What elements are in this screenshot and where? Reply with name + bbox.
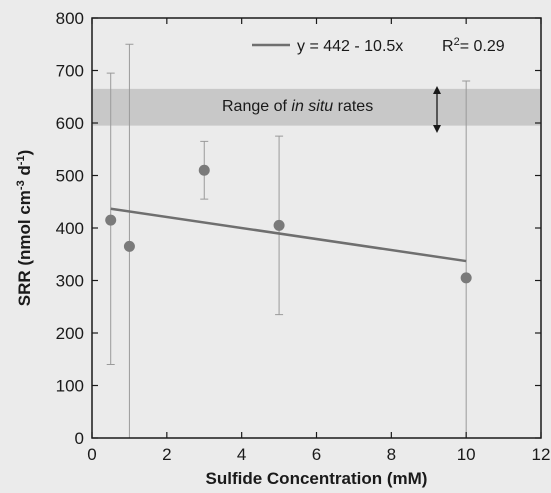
y-axis-title-sup: -1	[15, 155, 27, 165]
data-point	[105, 214, 117, 226]
y-axis-title-part: SRR (nmol cm	[15, 190, 34, 306]
x-tick-label: 10	[457, 445, 476, 464]
y-axis-title-sup: -3	[15, 180, 27, 190]
x-axis-title: Sulfide Concentration (mM)	[206, 469, 428, 488]
y-tick-label: 0	[75, 429, 84, 448]
y-tick-label: 200	[56, 324, 84, 343]
data-point	[273, 219, 285, 231]
y-tick-label: 300	[56, 272, 84, 291]
band-label-part: rates	[333, 98, 373, 115]
x-tick-label: 0	[87, 445, 96, 464]
x-tick-label: 6	[312, 445, 321, 464]
x-tick-label: 12	[532, 445, 551, 464]
x-tick-label: 4	[237, 445, 246, 464]
band-label-part: Range of	[222, 98, 291, 115]
annotations-group	[433, 86, 441, 133]
shaded-band-group	[93, 88, 540, 126]
ticks-group: 0 2 4 6 8 10 12 0 100 200 300 400 500 600 700 800	[56, 9, 551, 464]
y-tick-label: 800	[56, 9, 84, 28]
legend-r-squared: R2= 0.29	[442, 36, 505, 55]
y-axis-title: SRR (nmol cm-3 d-1)	[15, 150, 34, 307]
y-tick-label: 700	[56, 62, 84, 81]
y-tick-label: 100	[56, 377, 84, 396]
y-tick-label: 600	[56, 114, 84, 133]
shaded-band	[93, 88, 540, 126]
band-label: Range of in situ rates	[222, 98, 373, 115]
data-point	[123, 240, 135, 252]
data-point	[198, 164, 210, 176]
band-label-italic: in situ	[291, 98, 333, 115]
y-axis-title-part: )	[15, 150, 34, 156]
x-tick-label: 8	[387, 445, 396, 464]
y-tick-label: 500	[56, 167, 84, 186]
data-point	[460, 272, 472, 284]
legend-equation: y = 442 - 10.5x	[297, 38, 403, 55]
range-arrow-head-up	[433, 86, 441, 94]
legend-r-value: = 0.29	[460, 38, 505, 55]
x-tick-label: 2	[162, 445, 171, 464]
y-tick-label: 400	[56, 219, 84, 238]
data-points-group	[105, 164, 472, 284]
range-arrow-head-down	[433, 125, 441, 133]
y-axis-title-part: d	[15, 165, 34, 180]
fit-line-group	[110, 207, 467, 263]
fit-line	[110, 207, 467, 263]
legend-r-sup: 2	[454, 36, 460, 48]
legend-r-label: R	[442, 38, 454, 55]
